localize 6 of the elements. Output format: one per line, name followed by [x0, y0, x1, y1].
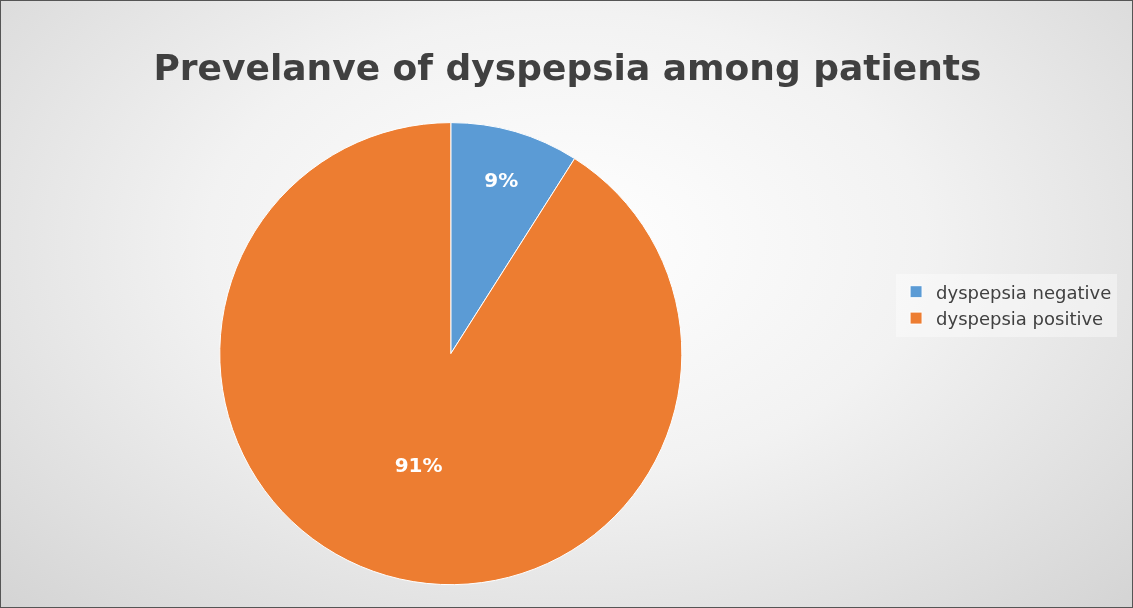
data-label: 91% [394, 452, 443, 477]
legend-label: dyspepsia negative [936, 281, 1112, 303]
chart-title: Prevelanve of dyspepsia among patients [153, 47, 982, 89]
data-label: 9% [484, 168, 519, 193]
legend-label: dyspepsia positive [936, 308, 1104, 330]
pie-slice [219, 122, 683, 586]
